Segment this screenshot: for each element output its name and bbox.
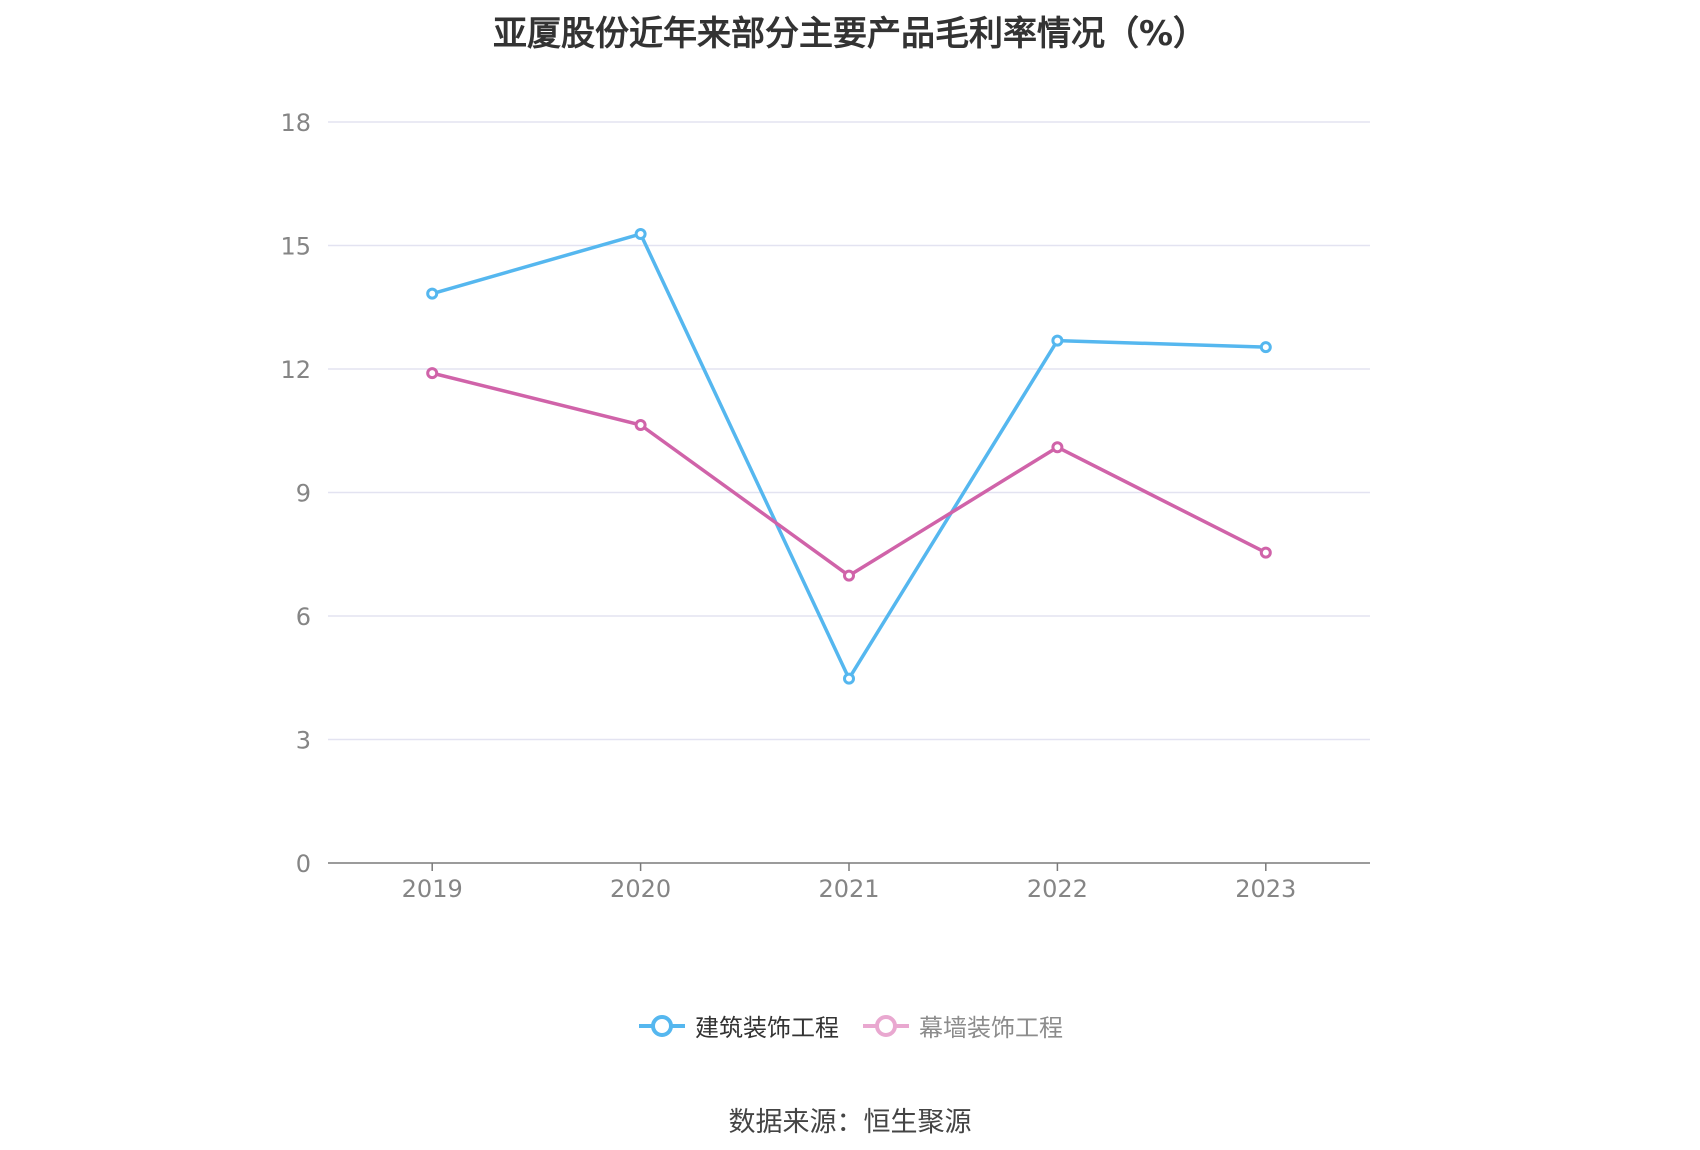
y-tick-label: 6 xyxy=(296,603,311,631)
legend-item-series-2[interactable]: 幕墙装饰工程 xyxy=(861,1008,1063,1043)
legend-series-1-line-icon xyxy=(639,1014,685,1037)
grid-lines xyxy=(328,121,1370,741)
x-tick-label: 2022 xyxy=(1027,875,1088,903)
legend-series-2-line-icon xyxy=(863,1014,909,1037)
series-1-point[interactable] xyxy=(1051,334,1064,347)
series-lines xyxy=(431,232,1267,681)
legend-series-1-label: 建筑装饰工程 xyxy=(695,1014,839,1042)
y-tick-label: 9 xyxy=(296,480,311,508)
source-note: 数据来源：恒生聚源 xyxy=(728,1107,972,1138)
x-tick-label: 2021 xyxy=(818,875,879,903)
y-tick-label: 18 xyxy=(280,109,311,137)
series-2-point[interactable] xyxy=(426,367,439,380)
y-tick-label: 12 xyxy=(280,356,311,384)
series-1-point[interactable] xyxy=(426,287,439,300)
series-2-line xyxy=(431,371,1267,578)
legend-series-2-label: 幕墙装饰工程 xyxy=(919,1014,1063,1042)
data-markers[interactable] xyxy=(426,227,1272,685)
series-2-point[interactable] xyxy=(1259,546,1272,559)
axes: 0 3 6 9 12 15 18 2019 2020 2021 2022 2023 xyxy=(280,109,1370,903)
series-1-point[interactable] xyxy=(843,672,855,685)
x-tick-label: 2019 xyxy=(402,875,463,903)
x-tick-label: 2023 xyxy=(1235,875,1296,903)
series-1-point[interactable] xyxy=(634,227,647,240)
y-tick-label: 0 xyxy=(296,850,311,878)
series-2-point[interactable] xyxy=(634,418,647,431)
series-1-line xyxy=(431,232,1266,681)
series-2-point[interactable] xyxy=(1051,441,1064,454)
series-2-point[interactable] xyxy=(843,569,855,582)
x-tick-label: 2020 xyxy=(610,875,671,903)
chart-legend: 建筑装饰工程 幕墙装饰工程 xyxy=(0,1008,1700,1043)
legend-item-series-1[interactable]: 建筑装饰工程 xyxy=(637,1008,839,1043)
series-1-point[interactable] xyxy=(1259,341,1272,354)
chart-title: 亚厦股份近年来部分主要产品毛利率情况（%） xyxy=(492,14,1208,54)
y-tick-label: 15 xyxy=(280,233,311,261)
y-tick-label: 3 xyxy=(296,727,311,755)
